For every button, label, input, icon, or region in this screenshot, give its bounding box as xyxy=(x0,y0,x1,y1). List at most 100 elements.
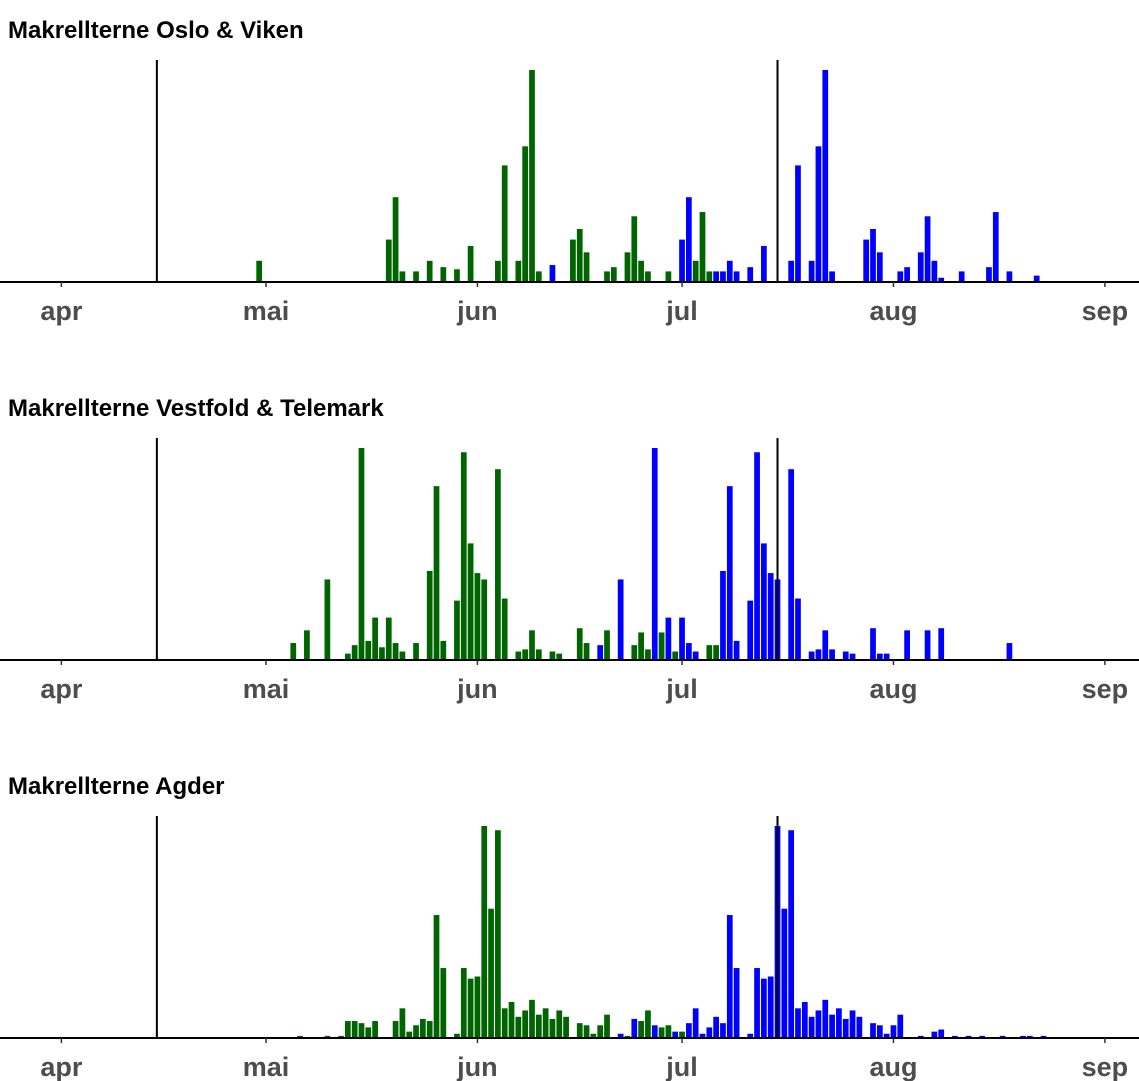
bar xyxy=(658,632,665,660)
bar xyxy=(788,469,795,660)
bar xyxy=(460,968,467,1038)
bar xyxy=(692,260,699,282)
x-tick-label: jun xyxy=(456,296,498,326)
bar xyxy=(426,570,433,660)
bar xyxy=(733,640,740,660)
bar xyxy=(583,643,590,660)
bar xyxy=(610,267,617,282)
bar xyxy=(842,1018,849,1038)
bar xyxy=(522,146,529,282)
bar xyxy=(501,165,508,282)
bar xyxy=(406,1031,413,1038)
bar xyxy=(720,570,726,660)
x-tick-label: mai xyxy=(243,674,290,704)
bar xyxy=(256,260,263,282)
bar xyxy=(720,1023,726,1038)
bar xyxy=(440,968,447,1038)
bar xyxy=(761,543,767,660)
bar xyxy=(529,999,535,1038)
bar xyxy=(965,1035,972,1038)
bar xyxy=(604,1014,610,1038)
bar xyxy=(713,271,720,282)
bar xyxy=(917,1035,924,1038)
bar xyxy=(767,573,774,660)
bar xyxy=(379,647,385,660)
bar xyxy=(645,649,651,660)
panel-title: Makrellterne Oslo & Viken xyxy=(8,17,304,44)
bar xyxy=(999,1035,1006,1038)
bar xyxy=(706,1027,713,1038)
bar xyxy=(440,640,447,660)
bar xyxy=(344,653,351,660)
bar xyxy=(849,653,856,660)
x-tick-label: jun xyxy=(456,1052,498,1081)
bar xyxy=(938,628,945,660)
bar xyxy=(679,617,685,660)
bar xyxy=(917,252,924,282)
bar xyxy=(883,653,890,660)
bar xyxy=(842,651,849,660)
bar xyxy=(433,915,440,1038)
bar xyxy=(672,1031,679,1038)
bar xyxy=(344,1021,351,1038)
bar xyxy=(651,448,658,660)
bar xyxy=(747,267,754,282)
bar xyxy=(495,830,501,1038)
x-tick-label: sep xyxy=(1082,296,1129,326)
x-tick-label: jul xyxy=(665,674,698,704)
bar xyxy=(938,277,945,282)
bar xyxy=(685,197,692,282)
bar xyxy=(726,915,733,1038)
x-tick-label: mai xyxy=(243,1052,290,1081)
bar xyxy=(570,239,576,282)
bar xyxy=(890,1025,897,1038)
x-tick-label: jul xyxy=(665,296,698,326)
bar xyxy=(795,165,801,282)
bar xyxy=(788,830,795,1038)
bar xyxy=(426,1021,433,1038)
bar xyxy=(713,645,720,660)
panel: Makrellterne Agder apr mai jun jul aug sep xyxy=(0,773,1139,1081)
bar xyxy=(399,651,406,660)
bar xyxy=(324,579,331,660)
bar xyxy=(454,1033,460,1038)
bar xyxy=(679,1031,685,1038)
bar xyxy=(495,260,501,282)
bar xyxy=(324,1035,331,1038)
bar xyxy=(576,1023,583,1038)
bar xyxy=(726,486,733,660)
bar xyxy=(529,70,535,282)
bar xyxy=(399,271,406,282)
bar xyxy=(467,245,474,282)
bar xyxy=(822,70,829,282)
bar xyxy=(645,271,651,282)
bar xyxy=(761,245,767,282)
bar xyxy=(372,617,378,660)
bar xyxy=(474,976,481,1038)
bar xyxy=(454,600,460,660)
bar xyxy=(651,1025,658,1038)
bar xyxy=(795,1008,801,1038)
bar xyxy=(1020,1035,1026,1038)
bar xyxy=(638,260,644,282)
bar xyxy=(631,645,638,660)
bar xyxy=(822,999,829,1038)
bar xyxy=(692,1008,699,1038)
bar xyxy=(815,1010,822,1038)
bar xyxy=(563,1016,569,1038)
bar xyxy=(515,1016,522,1038)
bar xyxy=(426,260,433,282)
bar xyxy=(624,252,631,282)
bar xyxy=(413,1025,419,1038)
bar xyxy=(535,649,542,660)
bar xyxy=(631,216,638,282)
bar xyxy=(754,968,760,1038)
bar xyxy=(467,978,474,1038)
bar xyxy=(522,1010,529,1038)
bar xyxy=(733,271,740,282)
bar xyxy=(351,1021,358,1038)
bar xyxy=(399,1008,406,1038)
x-tick-label: apr xyxy=(40,1052,83,1081)
bar xyxy=(876,1025,883,1038)
bar xyxy=(747,1033,754,1038)
